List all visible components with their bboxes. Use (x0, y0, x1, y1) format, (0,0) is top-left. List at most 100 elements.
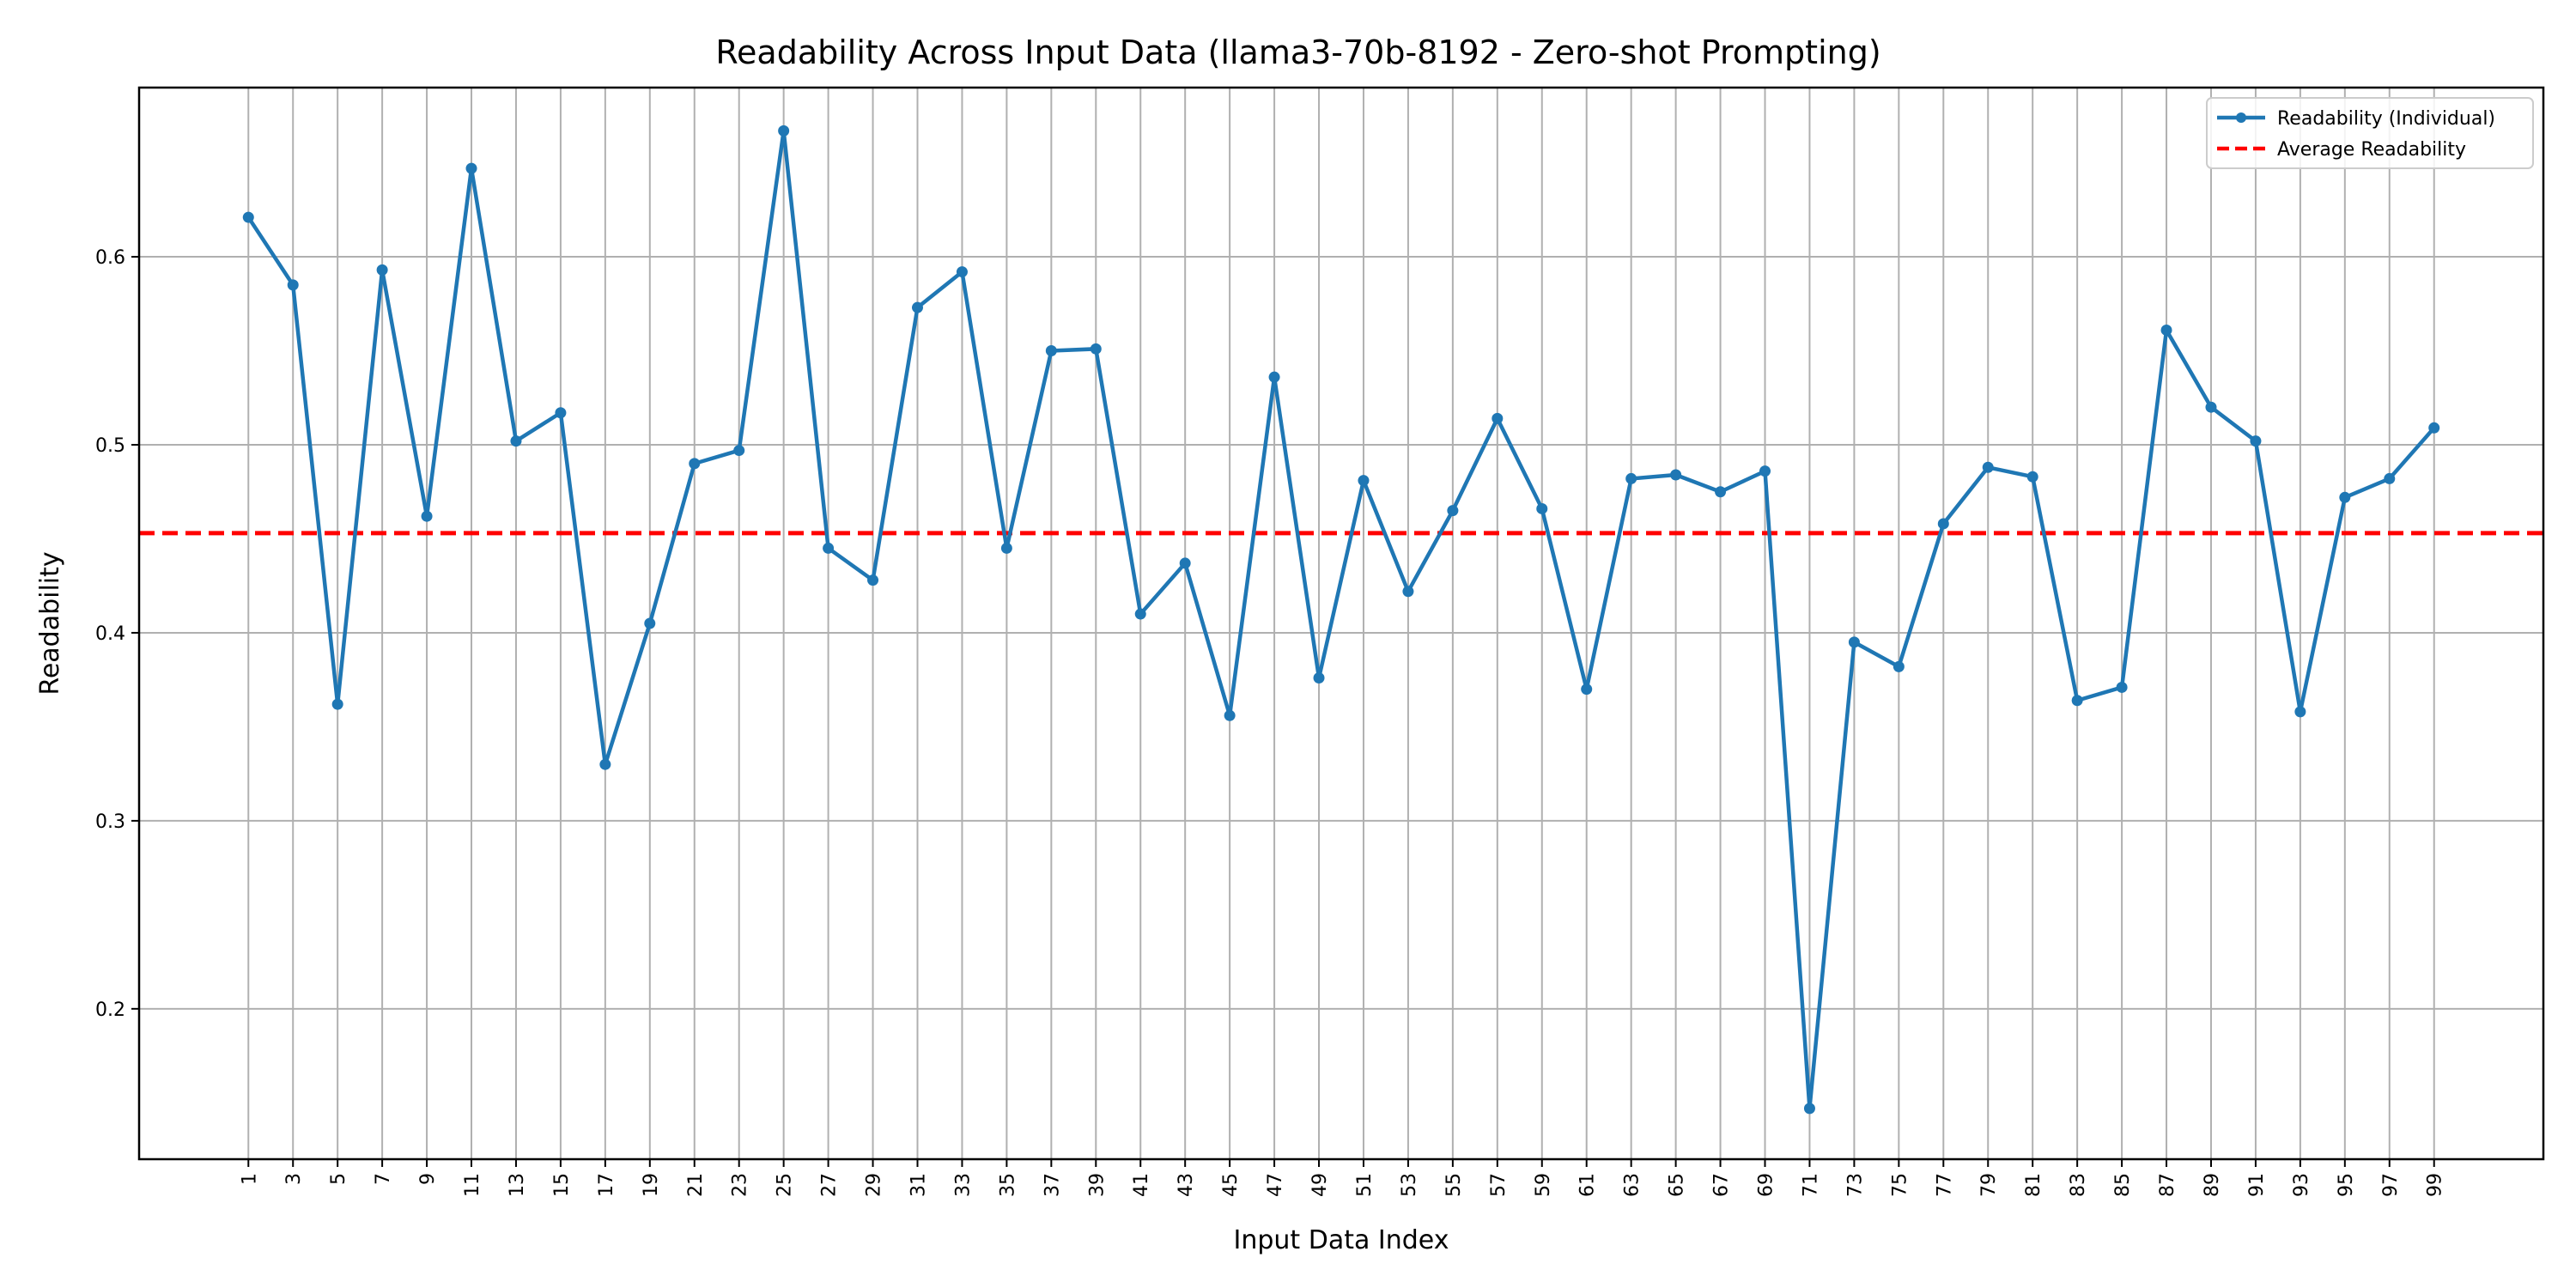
x-tick-label: 67 (1711, 1173, 1733, 1197)
readability-point (2294, 706, 2306, 718)
readability-point (1134, 608, 1146, 620)
readability-point (2205, 401, 2217, 413)
x-tick-label: 49 (1309, 1173, 1331, 1197)
x-tick-label: 21 (685, 1173, 707, 1197)
x-tick-layer: 1 3 5 7 9 11 13 15 17 19 21 23 25 27 29 31 33 35 37 39 41 43 4… (239, 1159, 2446, 1197)
x-tick-label: 35 (997, 1173, 1018, 1197)
x-tick-label: 61 (1577, 1173, 1599, 1197)
x-tick-label: 17 (596, 1173, 617, 1197)
readability-point (1625, 472, 1637, 484)
legend-series-marker (2236, 112, 2246, 123)
x-tick-label: 63 (1622, 1173, 1643, 1197)
readability-point (1581, 683, 1593, 696)
x-tick-label: 13 (507, 1173, 528, 1197)
x-tick-label: 89 (2202, 1173, 2223, 1197)
readability-point (1447, 505, 1459, 517)
readability-point (1179, 557, 1191, 569)
series-layer (242, 125, 2440, 1115)
x-tick-label: 79 (1978, 1173, 2000, 1197)
readability-point (823, 542, 835, 554)
readability-point (1402, 586, 1414, 598)
readability-point (2428, 422, 2440, 434)
x-tick-label: 31 (908, 1173, 929, 1197)
readability-point (2071, 695, 2083, 707)
y-tick-label: 0.2 (95, 999, 125, 1021)
readability-point (1759, 465, 1771, 477)
readability-point (778, 125, 790, 137)
x-tick-label: 59 (1533, 1173, 1554, 1197)
y-tick-label: 0.4 (95, 623, 125, 645)
x-tick-label: 15 (551, 1173, 573, 1197)
readability-point (2250, 435, 2262, 447)
readability-point (2339, 491, 2351, 503)
x-tick-label: 85 (2112, 1173, 2134, 1197)
readability-point (1670, 469, 1682, 481)
legend: Readability (Individual) Average Readabi… (2206, 97, 2534, 169)
grid-layer (139, 88, 2543, 1159)
readability-point (421, 510, 433, 522)
readability-point (956, 266, 968, 278)
readability-point (1000, 542, 1012, 554)
readability-point (911, 301, 923, 313)
readability-point (1268, 371, 1280, 383)
x-tick-label: 33 (952, 1173, 974, 1197)
readability-point (555, 407, 567, 419)
x-tick-label: 43 (1176, 1173, 1197, 1197)
readability-point (1492, 412, 1504, 424)
x-tick-label: 45 (1220, 1173, 1242, 1197)
x-tick-label: 71 (1800, 1173, 1821, 1197)
chart-title: Readability Across Input Data (llama3-70… (715, 33, 1880, 71)
readability-point (733, 445, 745, 457)
x-tick-label: 39 (1086, 1173, 1108, 1197)
x-tick-label: 81 (2023, 1173, 2044, 1197)
x-tick-label: 75 (1889, 1173, 1911, 1197)
readability-point (2160, 324, 2172, 336)
readability-point (287, 279, 299, 291)
readability-point (510, 435, 522, 447)
legend-box (2206, 97, 2534, 169)
y-tick-label: 0.6 (95, 247, 125, 269)
y-tick-label: 0.3 (95, 811, 125, 833)
readability-point (1358, 475, 1370, 487)
x-tick-label: 77 (1934, 1173, 1955, 1197)
readability-point (1715, 486, 1727, 498)
x-tick-label: 57 (1488, 1173, 1510, 1197)
y-axis-label: Readability (35, 551, 65, 695)
readability-point (2384, 472, 2396, 484)
x-tick-label: 65 (1667, 1173, 1688, 1197)
x-tick-label: 23 (730, 1173, 751, 1197)
x-tick-label: 25 (775, 1173, 796, 1197)
readability-point (465, 162, 477, 174)
x-tick-label: 37 (1042, 1173, 1063, 1197)
readability-point (1803, 1103, 1815, 1115)
x-tick-label: 51 (1354, 1173, 1376, 1197)
readability-point (1224, 709, 1236, 721)
x-tick-label: 53 (1399, 1173, 1420, 1197)
legend-average-label: Average Readability (2277, 139, 2466, 161)
plot-frame (137, 86, 2545, 1161)
readability-series-line (246, 129, 2436, 1111)
x-tick-label: 93 (2291, 1173, 2312, 1197)
readability-point (1937, 518, 1949, 530)
readability-point (1045, 345, 1057, 357)
x-tick-label: 95 (2336, 1173, 2357, 1197)
x-tick-label: 97 (2380, 1173, 2402, 1197)
readability-point (331, 698, 343, 710)
x-tick-label: 5 (328, 1173, 349, 1185)
legend-series-label: Readability (Individual) (2277, 108, 2495, 130)
x-tick-label: 7 (373, 1173, 394, 1185)
readability-point (867, 574, 879, 586)
readability-point (1982, 461, 1994, 473)
x-tick-label: 99 (2425, 1173, 2446, 1197)
x-tick-label: 91 (2246, 1173, 2268, 1197)
x-tick-label: 3 (283, 1173, 305, 1185)
readability-point (376, 264, 388, 276)
readability-point (644, 617, 656, 629)
y-tick-label: 0.5 (95, 435, 125, 457)
readability-point (1090, 343, 1102, 355)
x-tick-label: 73 (1844, 1173, 1866, 1197)
x-tick-label: 11 (462, 1173, 483, 1197)
readability-point (689, 458, 701, 470)
